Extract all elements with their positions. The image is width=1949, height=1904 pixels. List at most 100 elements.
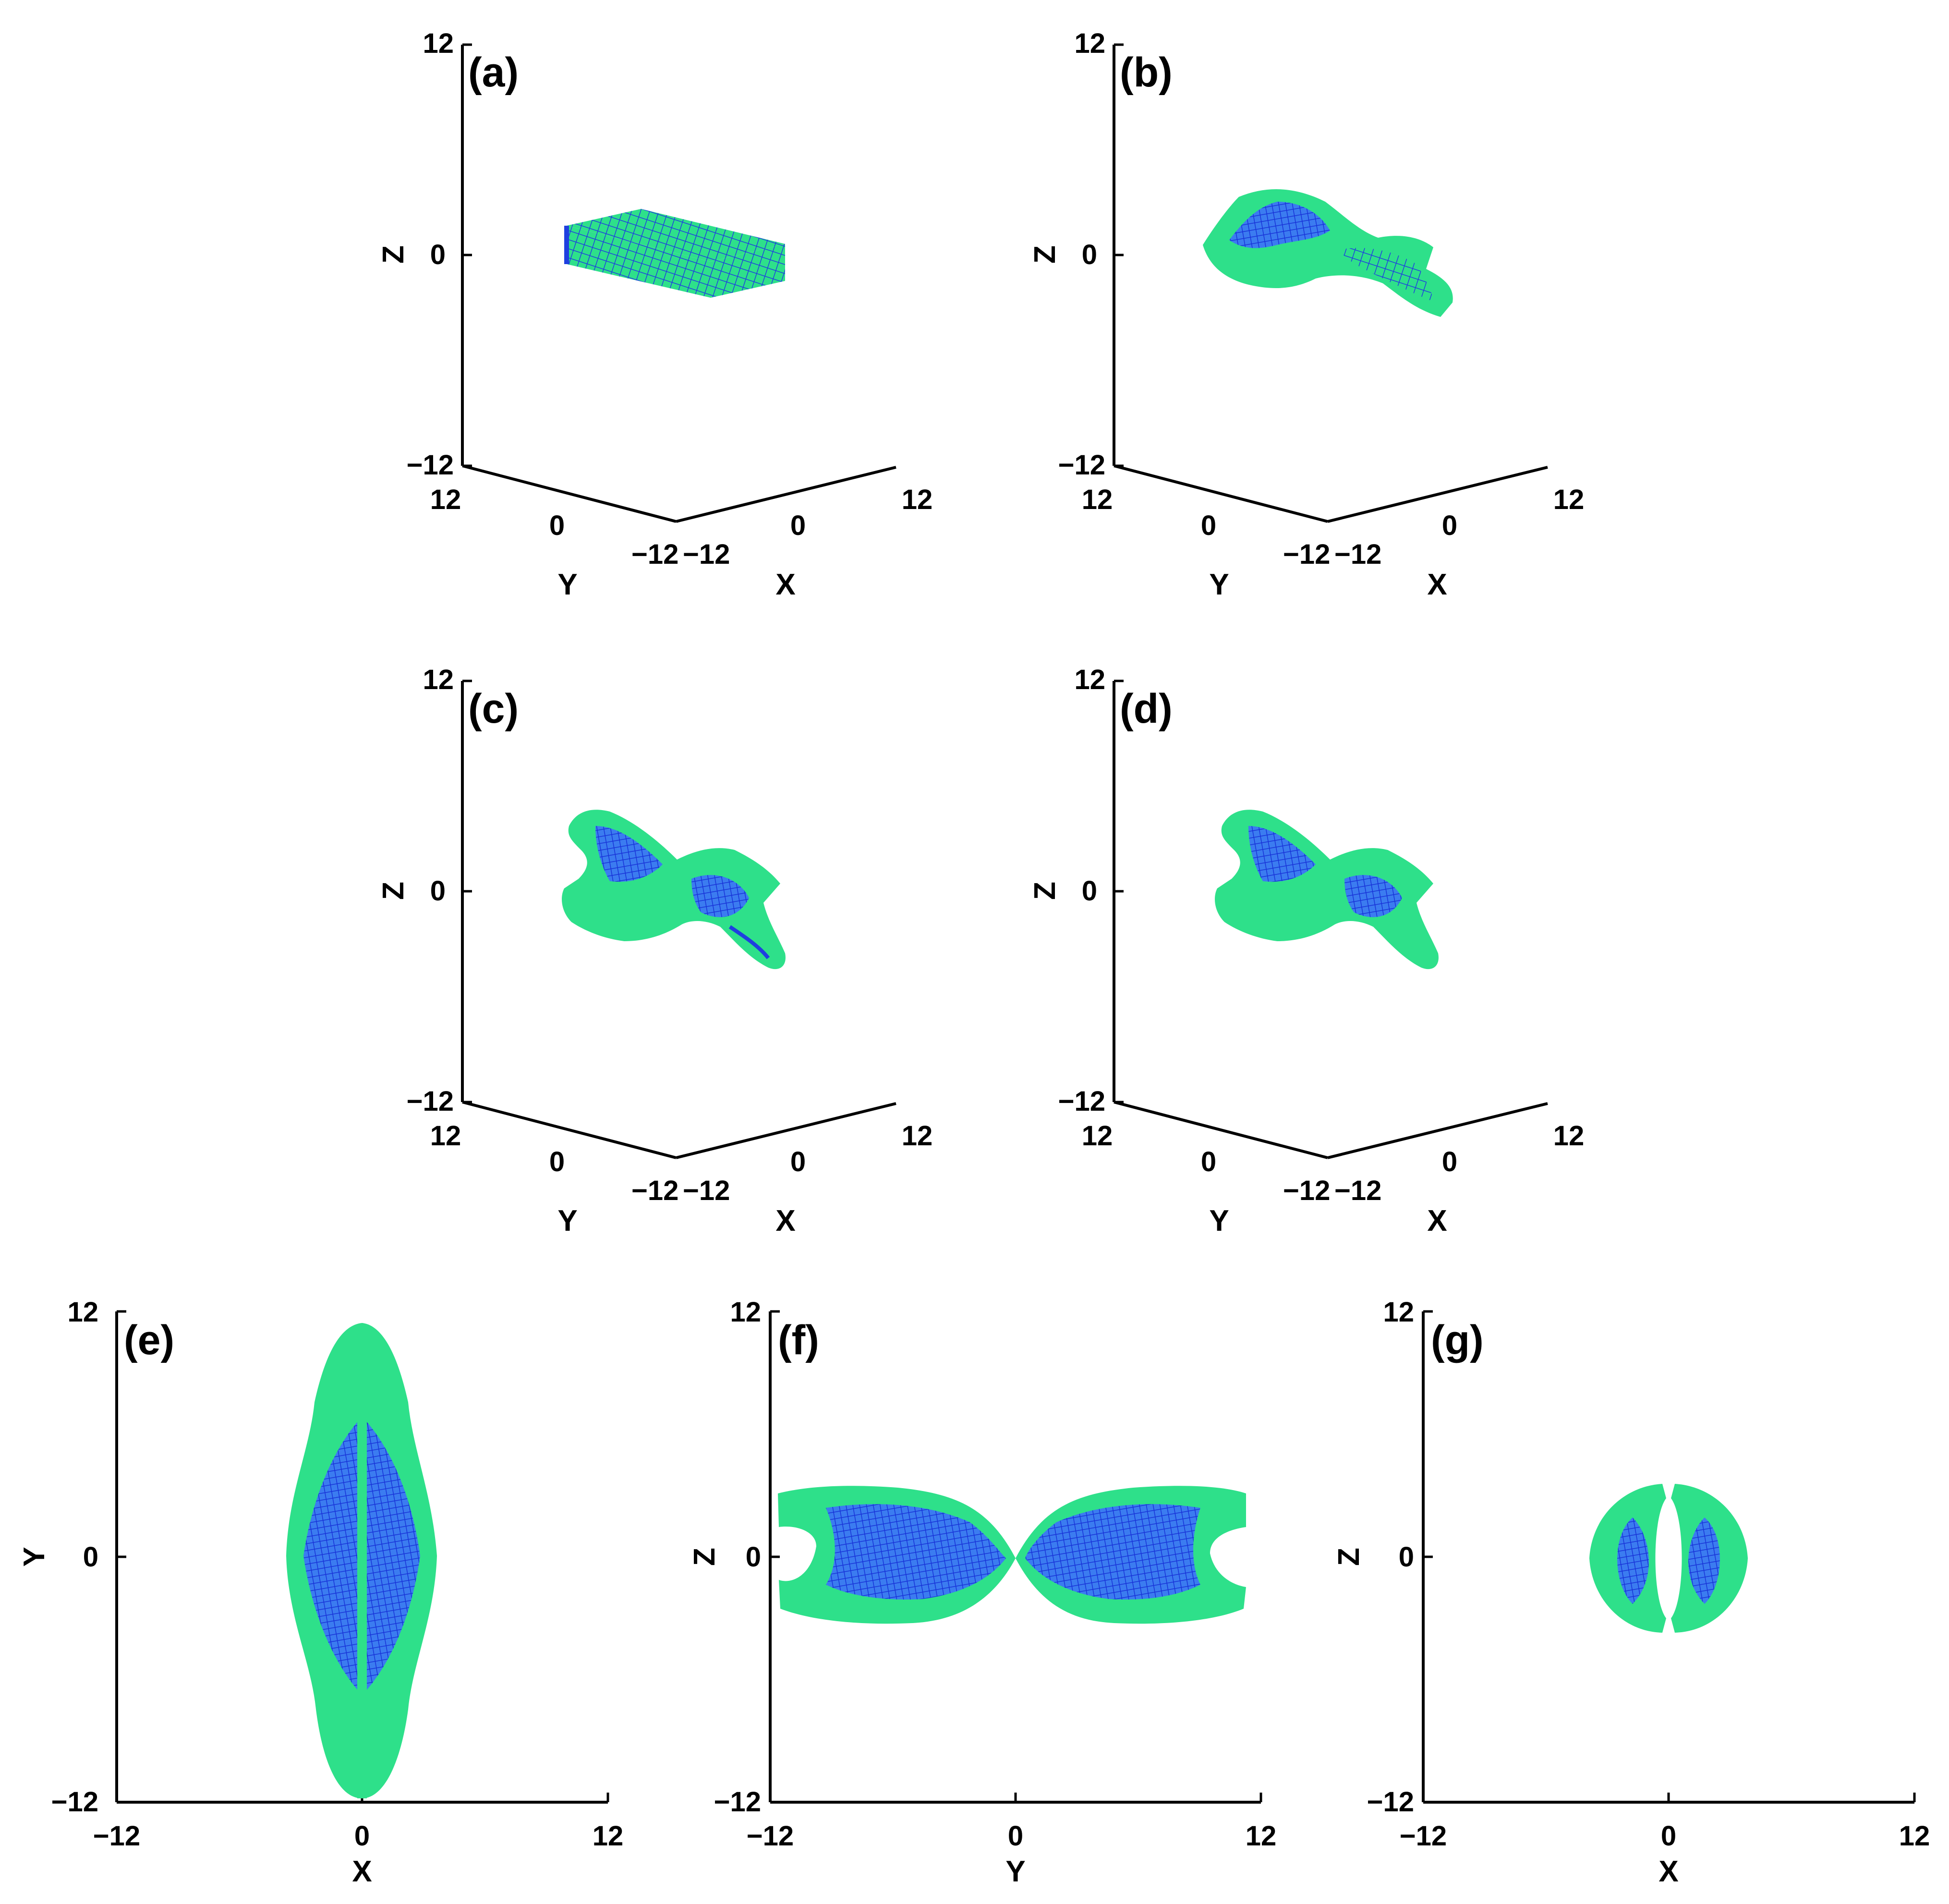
panel-d-y-tick-neg: −12 xyxy=(1283,1175,1330,1206)
panel-g-y-tick-bottom: −12 xyxy=(1367,1786,1414,1818)
panel-d-y-tick-pos: 12 xyxy=(1082,1120,1113,1152)
panel-d: (d) 12 0 −12 Z 12 0 −12 −12 0 12 Y X xyxy=(1029,664,1584,1237)
panel-g-y-tick-zero: 0 xyxy=(1399,1541,1414,1573)
panel-a-label: (a) xyxy=(468,49,519,96)
panel-c-z-tick-bottom: −12 xyxy=(407,1086,454,1117)
panel-b-z-tick-zero: 0 xyxy=(1082,239,1097,270)
panel-b-surface xyxy=(1203,189,1453,317)
panel-a-z-axis-label: Z xyxy=(377,245,410,264)
panel-b-x-tick-pos: 12 xyxy=(1553,484,1585,515)
panel-d-z-tick-bottom: −12 xyxy=(1058,1086,1105,1117)
panel-a-axes xyxy=(461,43,896,523)
panel-e: (e) 12 0 −12 Y −12 0 12 X xyxy=(18,1297,623,1888)
panel-d-x-axis-label: X xyxy=(1427,1204,1447,1237)
panel-f-x-tick-zero: 0 xyxy=(1008,1820,1023,1852)
panel-a-x-tick-pos: 12 xyxy=(902,484,933,515)
panel-f-horizontal-axis-label: Y xyxy=(1005,1855,1025,1888)
panel-g-y-tick-top: 12 xyxy=(1383,1297,1414,1328)
panel-b-x-tick-neg: −12 xyxy=(1334,539,1381,570)
panel-a-y-tick-zero: 0 xyxy=(549,510,565,541)
panel-f-axes xyxy=(769,1310,1262,1804)
panel-b-x-tick-zero: 0 xyxy=(1442,510,1457,541)
panel-c-surface xyxy=(562,810,786,970)
panel-g-surface xyxy=(1589,1484,1748,1633)
panel-a-x-tick-zero: 0 xyxy=(790,510,806,541)
panel-c: (c) 12 0 −12 Z 12 0 −12 −12 0 12 Y X xyxy=(377,664,932,1237)
panel-b-y-tick-neg: −12 xyxy=(1283,539,1330,570)
panel-e-x-tick-left: −12 xyxy=(93,1820,140,1852)
panel-c-z-axis-label: Z xyxy=(377,882,410,900)
panel-c-y-tick-neg: −12 xyxy=(631,1175,678,1206)
panel-g-x-tick-left: −12 xyxy=(1400,1820,1447,1852)
panel-g-axes xyxy=(1422,1310,1916,1804)
panel-e-y-tick-top: 12 xyxy=(67,1297,98,1328)
panel-a-y-tick-neg: −12 xyxy=(631,539,678,570)
panel-f-x-tick-left: −12 xyxy=(747,1820,794,1852)
panel-e-vertical-axis-label: Y xyxy=(18,1547,51,1566)
panel-a-x-tick-neg: −12 xyxy=(683,539,730,570)
panel-d-axes xyxy=(1113,679,1548,1159)
panel-c-x-tick-zero: 0 xyxy=(790,1146,806,1177)
panel-d-x-tick-neg: −12 xyxy=(1334,1175,1381,1206)
panel-a-y-tick-pos: 12 xyxy=(430,484,461,515)
panel-b-y-tick-zero: 0 xyxy=(1201,510,1216,541)
panel-c-y-tick-zero: 0 xyxy=(549,1146,565,1177)
panel-b-axes xyxy=(1113,43,1548,523)
panel-b-z-axis-label: Z xyxy=(1029,245,1062,264)
panel-e-y-tick-zero: 0 xyxy=(83,1541,98,1573)
panel-g-vertical-axis-label: Z xyxy=(1332,1548,1366,1566)
panel-d-z-axis-label: Z xyxy=(1029,882,1062,900)
panel-b: (b) 12 0 −12 Z 12 0 −12 −12 0 12 Y X xyxy=(1029,28,1584,601)
panel-a-y-axis-label: Y xyxy=(557,568,577,601)
panel-c-y-tick-pos: 12 xyxy=(430,1120,461,1152)
panel-c-x-axis-label: X xyxy=(775,1204,795,1237)
panel-c-x-tick-neg: −12 xyxy=(683,1175,730,1206)
panel-g-x-tick-zero: 0 xyxy=(1661,1820,1676,1852)
panel-b-y-tick-pos: 12 xyxy=(1082,484,1113,515)
panel-c-label: (c) xyxy=(468,686,519,732)
panel-c-y-axis-label: Y xyxy=(557,1204,577,1237)
panel-c-x-tick-pos: 12 xyxy=(902,1120,933,1152)
panel-a-z-tick-top: 12 xyxy=(423,28,454,59)
panel-f: (f) 12 0 −12 Z −12 0 12 Y xyxy=(688,1297,1276,1888)
panel-g-label: (g) xyxy=(1431,1317,1484,1363)
panel-d-z-tick-zero: 0 xyxy=(1082,875,1097,907)
panel-f-surface xyxy=(778,1486,1246,1624)
panel-e-y-tick-bottom: −12 xyxy=(51,1786,98,1818)
panel-e-x-tick-right: 12 xyxy=(593,1820,624,1852)
panel-b-z-tick-top: 12 xyxy=(1074,28,1105,59)
panel-c-axes xyxy=(461,679,896,1159)
panel-f-x-tick-right: 12 xyxy=(1246,1820,1277,1852)
panel-e-x-tick-zero: 0 xyxy=(354,1820,370,1852)
panel-a-x-axis-label: X xyxy=(775,568,795,601)
panel-a-z-tick-bottom: −12 xyxy=(407,449,454,481)
panel-f-y-tick-bottom: −12 xyxy=(714,1786,761,1818)
panel-e-label: (e) xyxy=(124,1317,174,1363)
panel-g: (g) 12 0 −12 Z −12 0 12 X xyxy=(1332,1297,1930,1888)
panel-c-z-tick-zero: 0 xyxy=(430,875,446,907)
panel-b-x-axis-label: X xyxy=(1427,568,1447,601)
panel-a-z-tick-zero: 0 xyxy=(430,239,446,270)
panel-c-z-tick-top: 12 xyxy=(423,664,454,695)
panel-a: (a) 12 0 −12 Z 12 0 −12 −12 0 12 Y X xyxy=(377,28,932,601)
panel-b-y-axis-label: Y xyxy=(1209,568,1229,601)
panel-d-x-tick-pos: 12 xyxy=(1553,1120,1585,1152)
panel-f-y-tick-zero: 0 xyxy=(746,1541,761,1573)
panel-g-horizontal-axis-label: X xyxy=(1658,1855,1678,1888)
panel-d-y-tick-zero: 0 xyxy=(1201,1146,1216,1177)
panel-e-horizontal-axis-label: X xyxy=(352,1855,372,1888)
panel-f-y-tick-top: 12 xyxy=(730,1297,761,1328)
panel-f-label: (f) xyxy=(778,1317,819,1363)
panel-d-surface xyxy=(1215,810,1439,970)
panel-d-z-tick-top: 12 xyxy=(1074,664,1105,695)
panel-e-surface xyxy=(286,1323,437,1798)
panel-d-y-axis-label: Y xyxy=(1209,1204,1229,1237)
panel-d-x-tick-zero: 0 xyxy=(1442,1146,1457,1177)
panel-e-axes xyxy=(115,1310,609,1804)
panel-d-label: (d) xyxy=(1120,686,1173,732)
panel-b-z-tick-bottom: −12 xyxy=(1058,449,1105,481)
panel-b-label: (b) xyxy=(1120,49,1173,96)
panel-g-x-tick-right: 12 xyxy=(1899,1820,1930,1852)
panel-f-vertical-axis-label: Z xyxy=(688,1548,721,1566)
